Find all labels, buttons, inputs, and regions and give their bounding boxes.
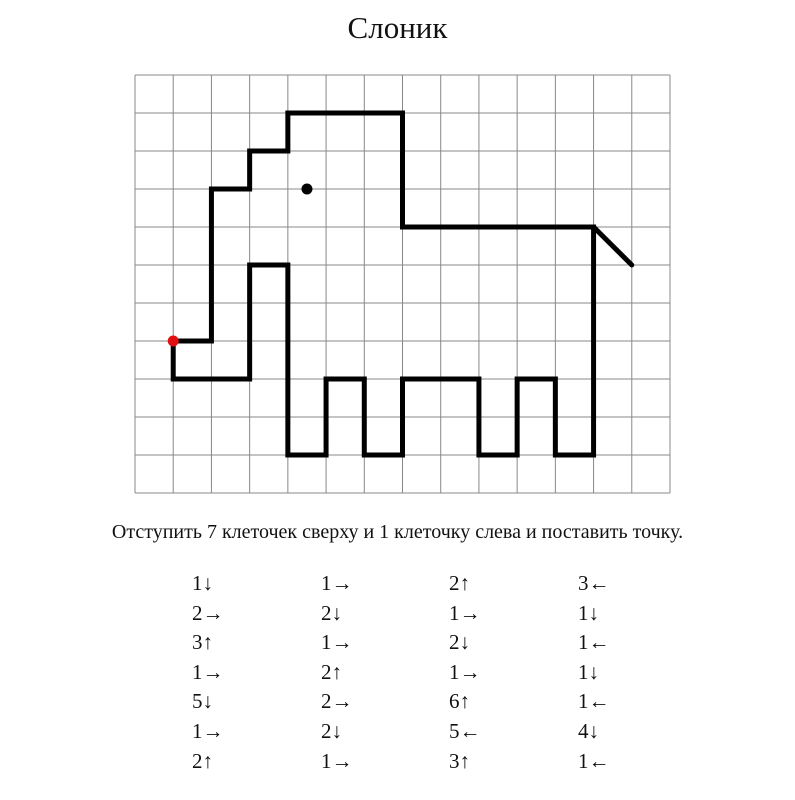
step: 2↓ [449,630,470,655]
step: 1→ [321,571,353,595]
step: 1← [578,630,610,655]
step: 6↑ [449,689,470,714]
step: 2↑ [192,748,213,773]
step: 1→ [449,600,481,625]
steps-column: 1↓ 2→ 3↑ 1→ 5↓ 1→ 2↑ [192,569,224,776]
elephant-eye [301,183,313,195]
step: 1↓ [192,571,213,595]
step: 2↓ [321,718,342,743]
step: 5↓ [192,689,213,714]
step: 2↑ [449,571,470,595]
elephant-tail [591,224,635,268]
step: 2↓ [321,600,342,625]
step: 1→ [192,718,224,743]
steps-column: 1→ 2↓ 1→ 2↑ 2→ 2↓ 1→ [321,569,353,776]
step: 1↓ [578,600,599,625]
step: 2↑ [321,659,342,684]
step: 1→ [321,630,353,655]
step: 1→ [321,748,353,773]
step: 1← [578,748,610,773]
drawing-grid [134,74,671,494]
step: 1→ [449,659,481,684]
start-point [167,335,179,347]
step: 3← [578,571,610,595]
step: 5← [449,718,481,743]
steps-column: 2↑ 1→ 2↓ 1→ 6↑ 5← 3↑ [449,569,481,776]
step: 3↑ [192,630,213,655]
step: 1↓ [578,659,599,684]
step: 1→ [192,659,224,684]
step: 3↑ [449,748,470,773]
page-title: Слоник [347,10,448,45]
steps-column: 3← 1↓ 1← 1↓ 1← 4↓ 1← [578,569,610,776]
step: 2→ [321,689,353,714]
elephant-outline [170,110,597,458]
step: 4↓ [578,718,599,743]
step: 2→ [192,600,224,625]
step: 1← [578,689,610,714]
instruction-text: Отступить 7 клеточек сверху и 1 клеточку… [111,521,684,543]
